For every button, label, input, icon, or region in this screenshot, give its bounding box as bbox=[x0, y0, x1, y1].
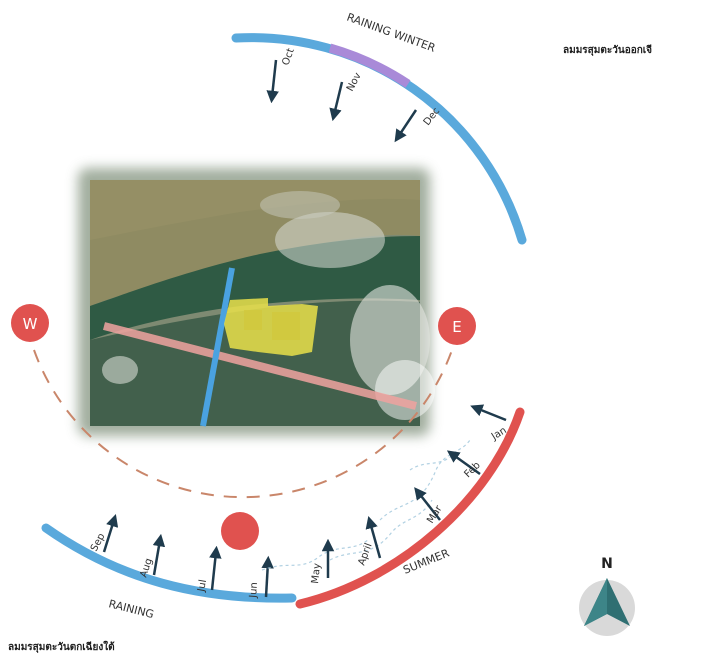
month-label-nov: Nov bbox=[345, 71, 364, 93]
season-label-raining-winter: RAINING WINTER bbox=[345, 11, 438, 55]
month-label-oct: Oct bbox=[280, 47, 296, 67]
solar-noon-marker bbox=[221, 512, 259, 550]
aerial-site-photo bbox=[78, 168, 435, 436]
west-marker: W bbox=[11, 304, 49, 342]
north-label: N bbox=[601, 556, 613, 572]
month-label-april: April bbox=[356, 542, 374, 567]
summer-arc bbox=[295, 407, 525, 609]
north-compass: N bbox=[579, 556, 635, 636]
season-label-raining: RAINING bbox=[107, 597, 155, 621]
month-label-aug: Aug bbox=[138, 557, 154, 579]
summer-wind-arrows bbox=[321, 404, 507, 578]
wind-swirls bbox=[261, 439, 471, 571]
raining-arc bbox=[41, 523, 297, 603]
east-marker: E bbox=[438, 307, 476, 345]
month-label-jun: Jun bbox=[248, 582, 260, 599]
west-label: W bbox=[23, 315, 38, 333]
raining-winter-arc bbox=[231, 33, 527, 245]
winter-wind-arrows bbox=[266, 59, 418, 143]
east-label: E bbox=[452, 318, 461, 336]
month-label-jul: Jul bbox=[196, 579, 209, 594]
southwest-monsoon-label: ลมมรสุมตะวันตกเฉียงใต้ bbox=[8, 642, 115, 653]
northeast-monsoon-label: ลมมรสุมตะวันออกเจี bbox=[563, 45, 653, 56]
raining-wind-arrows bbox=[102, 514, 274, 598]
month-label-may: May bbox=[310, 563, 323, 585]
sun-path-dashed bbox=[33, 349, 453, 499]
